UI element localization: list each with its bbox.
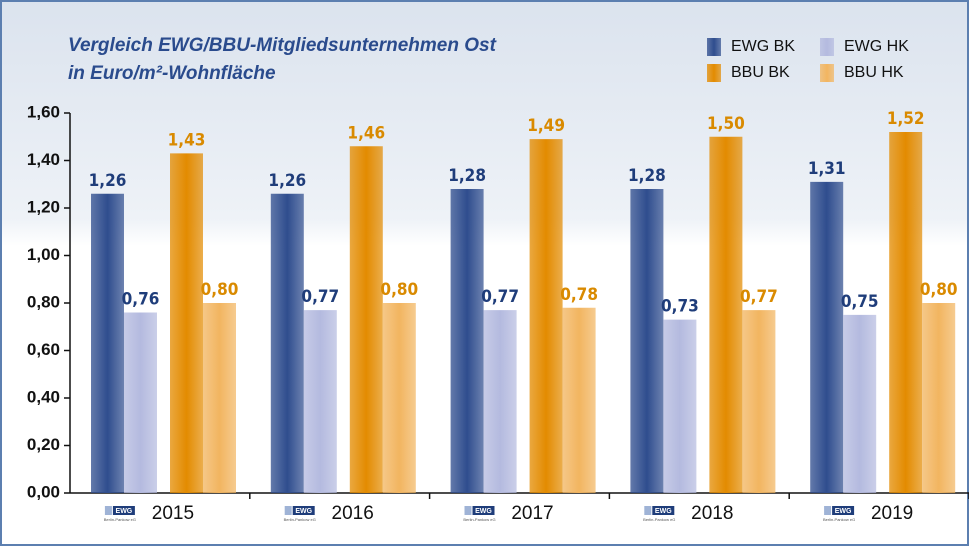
bar: [843, 314, 877, 493]
x-tick-label: 2017: [511, 503, 553, 524]
bar: [349, 146, 383, 493]
legend-label: EWG HK: [844, 38, 909, 55]
legend-label: BBU BK: [731, 64, 790, 81]
y-tick-label: 0,60: [27, 340, 60, 359]
y-tick-label: 0,80: [27, 292, 60, 311]
value-label: 0,77: [301, 287, 339, 307]
logo-name: EWG: [655, 508, 672, 515]
bar: [630, 189, 664, 493]
logo-sub: Berlin-Pankow eG: [104, 517, 136, 522]
bar: [922, 303, 956, 493]
legend-swatch: [707, 64, 721, 82]
value-label: 0,75: [841, 292, 879, 312]
bar: [483, 310, 517, 493]
y-tick-label: 0,20: [27, 435, 60, 454]
value-label: 1,31: [808, 159, 846, 179]
logo-box: [472, 506, 495, 515]
bar: [810, 181, 844, 493]
logo-name: EWG: [295, 508, 312, 515]
legend-swatch: [820, 64, 834, 82]
legend-label: EWG BK: [731, 38, 795, 55]
y-tick-label: 1,20: [27, 197, 60, 216]
value-label: 1,46: [347, 123, 385, 143]
bar: [709, 136, 743, 493]
x-tick-label: 2016: [332, 503, 374, 524]
logo-box: [832, 506, 855, 515]
x-tick-label: 2015: [152, 503, 194, 524]
value-label: 1,26: [268, 171, 306, 191]
y-tick-label: 1,60: [27, 102, 60, 121]
logo-mark: [284, 506, 292, 515]
y-tick-label: 1,40: [27, 150, 60, 169]
value-label: 1,50: [707, 114, 745, 134]
logo-name: EWG: [475, 508, 492, 515]
value-label: 1,28: [448, 166, 486, 186]
logo-name: EWG: [116, 508, 133, 515]
logo-mark: [644, 506, 652, 515]
bar: [382, 303, 416, 493]
bar: [889, 132, 923, 493]
bar: [303, 310, 337, 493]
value-label: 0,76: [122, 290, 160, 310]
value-label: 1,52: [887, 109, 925, 129]
bar: [450, 189, 484, 493]
logo-sub: Berlin-Pankow eG: [643, 517, 675, 522]
y-tick-label: 0,00: [27, 482, 60, 501]
value-label: 1,49: [527, 116, 565, 136]
logo-sub: Berlin-Pankow eG: [463, 517, 495, 522]
legend-swatch: [707, 38, 721, 56]
logo-mark: [464, 506, 472, 515]
value-label: 1,43: [168, 130, 206, 150]
logo-mark: [104, 506, 112, 515]
logo-sub: Berlin-Pankow eG: [823, 517, 855, 522]
value-label: 0,80: [201, 280, 239, 300]
chart-subtitle: in Euro/m²-Wohnfläche: [68, 63, 276, 84]
y-tick-label: 1,00: [27, 245, 60, 264]
value-label: 1,28: [628, 166, 666, 186]
bar: [170, 153, 203, 493]
bar: [742, 310, 776, 493]
value-label: 0,77: [740, 287, 778, 307]
bar: [124, 312, 157, 493]
value-label: 0,77: [481, 287, 519, 307]
legend-label: BBU HK: [844, 64, 904, 81]
logo-mark: [824, 506, 832, 515]
bar: [562, 307, 596, 493]
bar: [663, 319, 697, 493]
bar: [270, 193, 304, 493]
legend-swatch: [820, 38, 834, 56]
chart-title: Vergleich EWG/BBU-Mitgliedsunternehmen O…: [68, 35, 497, 56]
bar: [203, 303, 236, 493]
value-label: 0,80: [920, 280, 958, 300]
bar: [529, 139, 563, 493]
value-label: 0,78: [560, 285, 598, 305]
value-label: 0,80: [380, 280, 418, 300]
logo-name: EWG: [835, 508, 852, 515]
x-tick-label: 2018: [691, 503, 733, 524]
x-tick-label: 2019: [871, 503, 913, 524]
bar: [91, 193, 124, 493]
y-tick-label: 0,40: [27, 387, 60, 406]
value-label: 1,26: [89, 171, 127, 191]
logo-sub: Berlin-Pankow eG: [284, 517, 316, 522]
logo-box: [652, 506, 675, 515]
value-label: 0,73: [661, 297, 699, 317]
logo-box: [292, 506, 315, 515]
logo-box: [112, 506, 135, 515]
